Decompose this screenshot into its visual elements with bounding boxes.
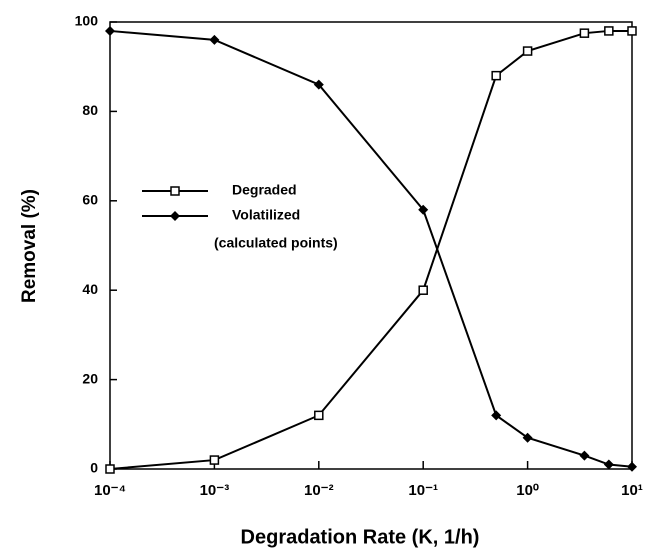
y-tick-label: 60 [82, 192, 98, 208]
point [522, 432, 533, 443]
point [209, 34, 220, 45]
y-tick-label: 80 [82, 102, 98, 118]
series-line [109, 29, 632, 470]
y-tick-label: 100 [75, 13, 99, 29]
legend-note: (calculated points) [214, 235, 338, 251]
y-tick-label: 40 [82, 281, 98, 297]
point [604, 26, 614, 36]
point [627, 461, 637, 472]
x-tick-label: 10⁻² [304, 482, 334, 499]
point [579, 450, 590, 461]
legend-marker [170, 211, 180, 221]
y-tick-label: 20 [82, 370, 98, 386]
legend-label: Volatilized [232, 207, 300, 223]
point [313, 79, 324, 90]
point [603, 459, 614, 470]
x-tick-label: 10⁻¹ [408, 482, 438, 499]
x-tick-label: 10⁰ [516, 482, 539, 499]
point [627, 26, 637, 36]
point [105, 464, 115, 474]
x-tick-label: 10⁻⁴ [94, 482, 126, 499]
point [418, 204, 429, 215]
point [209, 455, 220, 465]
x-tick-label: 10⁻³ [200, 482, 230, 499]
x-tick-label: 10¹ [621, 482, 643, 499]
point [522, 46, 533, 56]
legend-marker [170, 186, 180, 196]
point [491, 410, 502, 421]
point [105, 25, 115, 36]
series-line [109, 29, 633, 468]
plot-frame [109, 21, 633, 470]
y-axis-label: Removal (%) [19, 189, 40, 303]
point [491, 70, 501, 81]
point [314, 410, 324, 421]
point [418, 285, 428, 295]
x-axis-label: Degradation Rate (K, 1/h) [241, 526, 480, 548]
y-tick-label: 0 [90, 460, 98, 476]
legend-label: Degraded [232, 182, 297, 198]
point [579, 28, 590, 38]
